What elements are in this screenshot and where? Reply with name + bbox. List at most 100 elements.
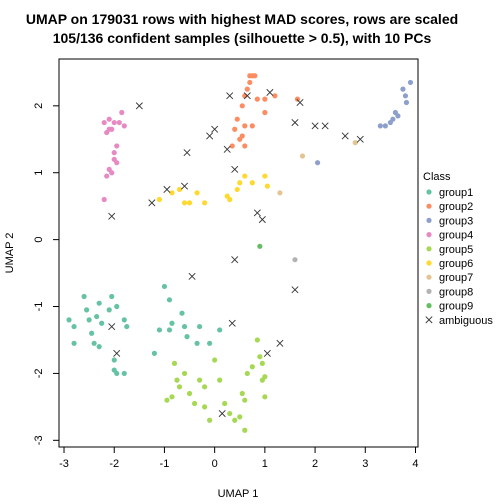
point-group7 (352, 140, 358, 146)
point-group5 (169, 394, 175, 400)
point-group3 (382, 123, 388, 129)
point-group5 (242, 427, 248, 433)
point-ambiguous (181, 182, 189, 190)
legend-marker (425, 316, 433, 324)
point-group2 (239, 103, 245, 109)
point-group1 (114, 370, 120, 377)
point-ambiguous (188, 272, 196, 280)
point-group6 (234, 186, 240, 193)
point-group2 (239, 133, 245, 139)
point-group2 (234, 116, 240, 122)
legend-item-group1: group1 (426, 187, 473, 199)
point-group5 (212, 357, 218, 363)
point-group5 (227, 410, 233, 417)
y-tick-label: 1 (33, 170, 45, 176)
point-ambiguous (263, 349, 271, 357)
point-group1 (121, 317, 127, 323)
legend-label: group7 (439, 272, 473, 284)
point-group8 (292, 257, 298, 263)
point-group5 (242, 397, 248, 403)
x-axis-label: UMAP 1 (218, 488, 259, 500)
point-group3 (390, 116, 396, 122)
x-axis: -3 -2 -1 0 1 2 3 4 (59, 446, 419, 470)
point-group1 (166, 297, 173, 303)
point-group1 (96, 300, 102, 306)
point-group1 (179, 310, 185, 316)
point-group5 (262, 374, 268, 380)
point-group5 (232, 417, 238, 423)
point-group1 (124, 323, 130, 330)
point-group4 (109, 170, 115, 176)
data-points (66, 73, 414, 433)
point-group6 (194, 190, 200, 196)
legend-item-group3: group3 (426, 215, 473, 227)
legend-marker (426, 260, 432, 266)
chart-title-line-1: UMAP on 179031 rows with highest MAD sco… (26, 11, 458, 27)
legend-title: Class (423, 171, 451, 183)
point-ambiguous (226, 92, 234, 100)
point-group4 (109, 126, 115, 132)
point-group4 (121, 123, 127, 129)
point-group2 (247, 79, 253, 86)
point-group2 (249, 123, 255, 129)
x-tick-label: -3 (59, 458, 69, 470)
point-group5 (257, 354, 263, 360)
point-group3 (402, 93, 409, 99)
point-ambiguous (108, 212, 116, 220)
point-group3 (400, 86, 406, 92)
point-ambiguous (243, 92, 251, 100)
point-group1 (71, 340, 77, 346)
point-group2 (242, 143, 248, 149)
point-ambiguous (296, 98, 304, 107)
point-group6 (249, 180, 255, 186)
point-group1 (181, 323, 188, 330)
legend-label: group1 (439, 187, 473, 199)
point-group2 (229, 143, 235, 149)
point-group5 (202, 384, 208, 390)
point-group2 (232, 126, 238, 132)
legend-item-group4: group4 (426, 230, 473, 242)
point-group1 (166, 327, 173, 333)
point-group1 (106, 307, 112, 313)
y-tick-label: -2 (33, 369, 45, 379)
point-group4 (119, 109, 125, 116)
point-group1 (114, 303, 120, 310)
point-group5 (174, 377, 180, 383)
legend-item-group2: group2 (426, 201, 473, 213)
point-group2 (254, 96, 260, 102)
point-group4 (116, 119, 122, 126)
x-tick-label: -2 (109, 458, 119, 470)
point-group6 (181, 200, 188, 206)
point-group5 (176, 384, 183, 390)
legend-label: group8 (439, 286, 473, 298)
legend-label: group9 (439, 301, 473, 313)
point-group5 (164, 397, 170, 403)
point-ambiguous (108, 323, 116, 331)
legend-item-group7: group7 (426, 272, 473, 284)
point-group2 (272, 93, 278, 99)
point-group1 (169, 320, 175, 326)
legend-item-group5: group5 (426, 244, 473, 256)
point-ambiguous (113, 349, 121, 357)
point-group1 (91, 340, 97, 346)
point-group1 (184, 334, 190, 340)
point-ambiguous (135, 102, 143, 110)
point-group4 (114, 143, 120, 149)
point-ambiguous (218, 410, 226, 418)
point-ambiguous (276, 339, 284, 347)
point-group5 (249, 364, 255, 370)
x-tick-label: 0 (212, 458, 218, 470)
point-group1 (121, 370, 127, 377)
point-group6 (169, 190, 175, 196)
point-ambiguous (311, 122, 319, 130)
point-group6 (224, 193, 230, 199)
point-group6 (264, 183, 270, 189)
point-group5 (254, 337, 260, 343)
legend-marker (426, 288, 432, 294)
point-group5 (239, 390, 245, 397)
point-group4 (106, 116, 112, 122)
point-group1 (111, 357, 117, 363)
point-group5 (217, 377, 223, 383)
legend-label: group2 (439, 201, 473, 213)
point-group5 (186, 390, 193, 397)
